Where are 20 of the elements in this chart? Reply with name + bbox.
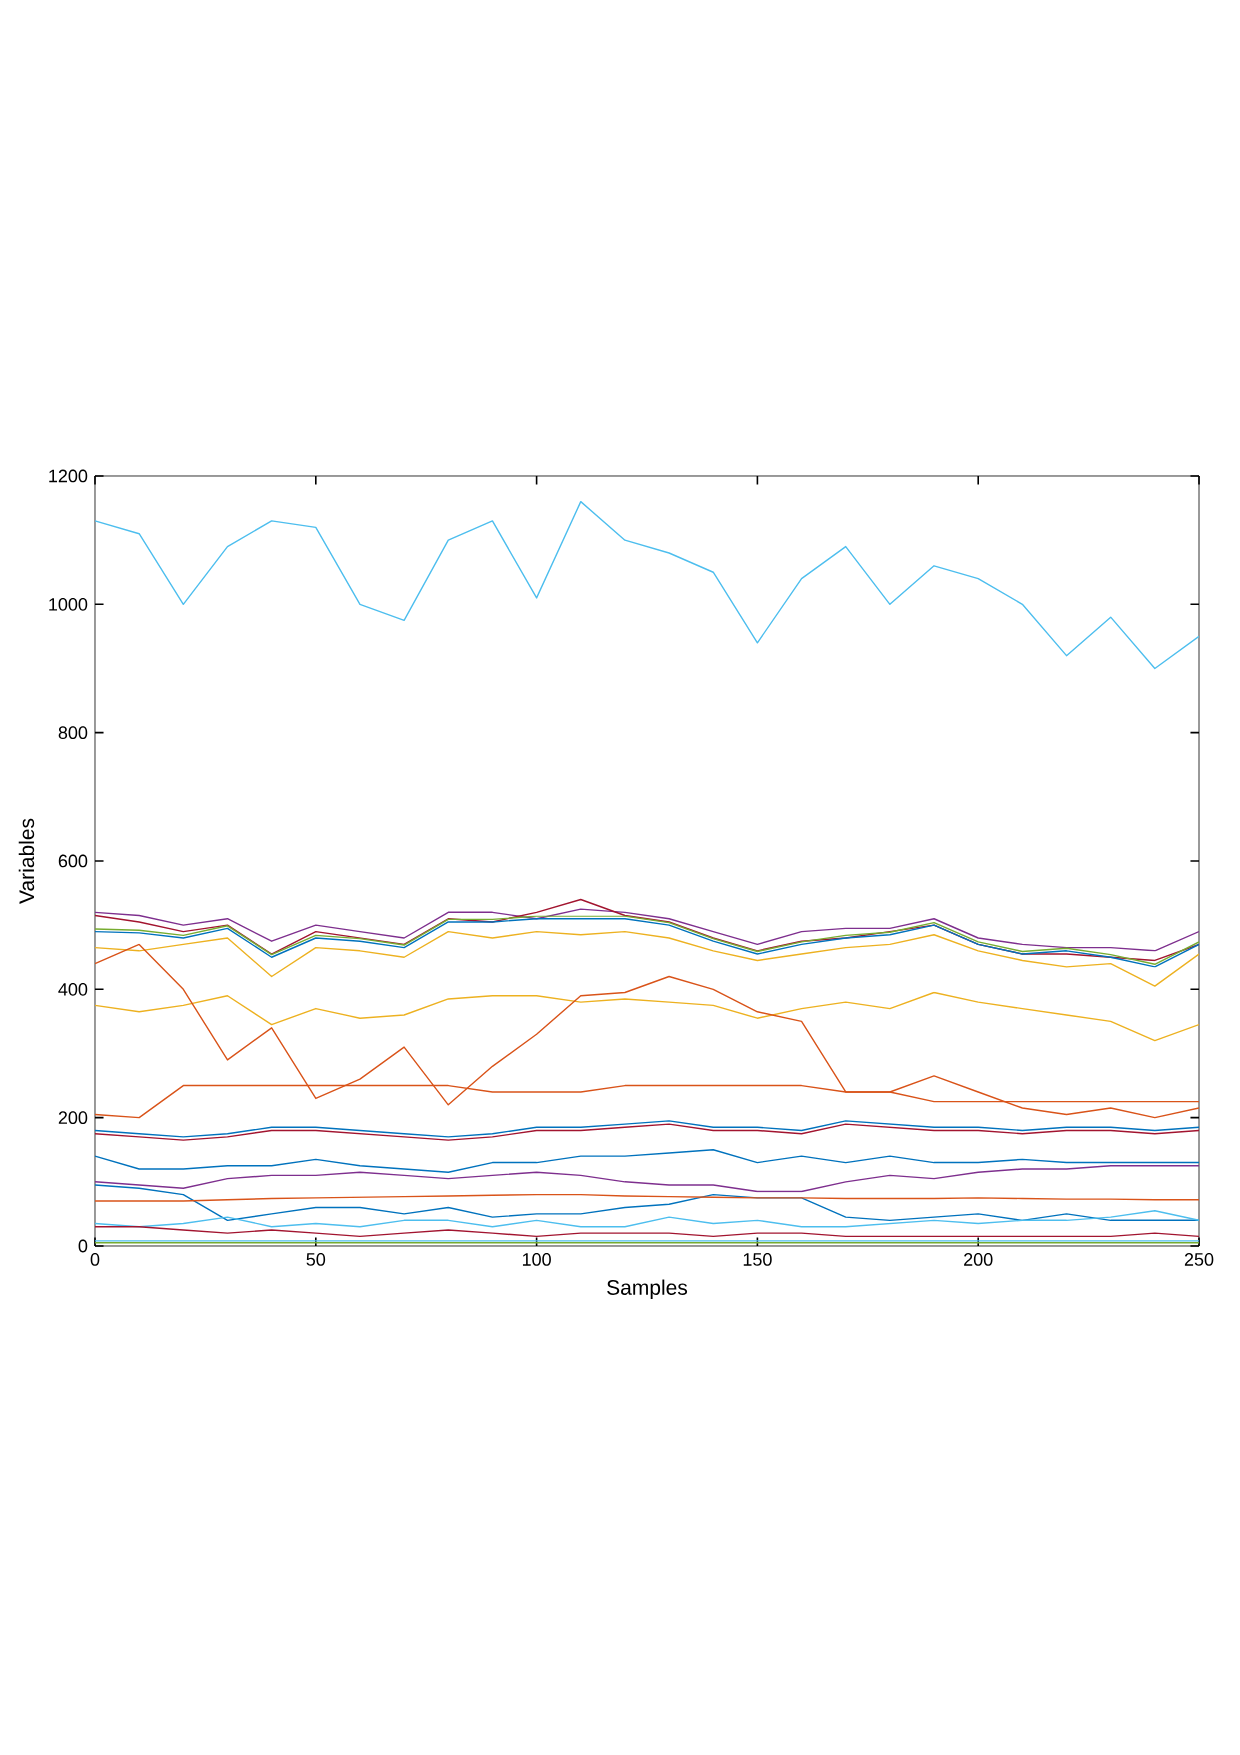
x-tick-label: 250 bbox=[1184, 1253, 1214, 1266]
y-tick-label: 200 bbox=[58, 1111, 88, 1125]
x-tick-label: 50 bbox=[306, 1253, 326, 1266]
y-tick-label: 400 bbox=[58, 982, 88, 996]
x-tick-label: 0 bbox=[90, 1253, 100, 1266]
x-tick-label: 200 bbox=[964, 1253, 993, 1266]
x-tick-label: 150 bbox=[743, 1253, 772, 1266]
y-tick-label: 1200 bbox=[49, 469, 88, 483]
line-series bbox=[94, 930, 1199, 987]
line-series bbox=[94, 943, 1199, 1119]
x-axis-title: Samples bbox=[607, 1279, 688, 1300]
y-tick-label: 0 bbox=[78, 1239, 88, 1253]
line-series bbox=[94, 991, 1199, 1042]
x-tick-label: 100 bbox=[522, 1253, 551, 1266]
y-tick-label: 600 bbox=[58, 854, 88, 868]
y-axis-title: Variables bbox=[18, 818, 35, 904]
line-series bbox=[94, 908, 1199, 952]
y-tick-label: 1000 bbox=[49, 597, 88, 611]
line-series bbox=[94, 500, 1199, 670]
y-tick-label: 800 bbox=[58, 726, 88, 740]
